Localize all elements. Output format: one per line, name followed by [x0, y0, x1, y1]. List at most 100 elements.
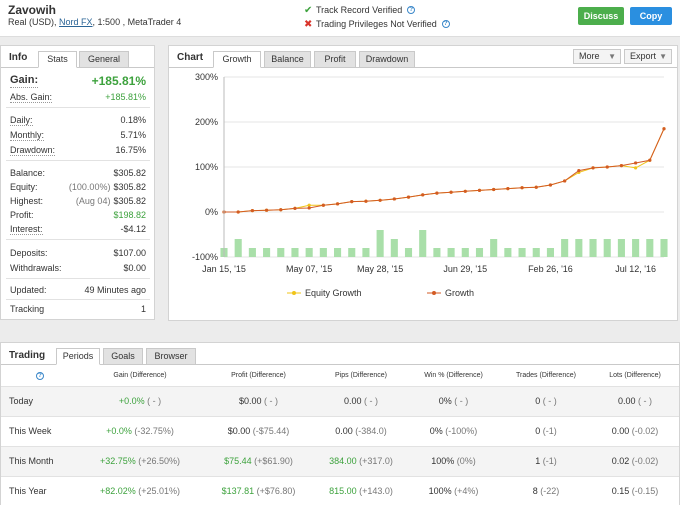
- cell-difference: (+$61.90): [254, 456, 293, 466]
- legend-label: Equity Growth: [305, 288, 362, 298]
- daily-label: Daily:: [10, 115, 33, 126]
- updated-value: 49 Minutes ago: [84, 285, 146, 295]
- table-cell: 1 (-1): [501, 446, 591, 477]
- help-icon[interactable]: ?: [441, 20, 450, 28]
- tab-stats[interactable]: Stats: [38, 51, 77, 68]
- monthly-bar: [404, 248, 413, 257]
- highest-label: Highest:: [10, 196, 44, 206]
- trading-panel: Trading Periods Goals Browser ? Gain (Di…: [0, 342, 680, 505]
- cell-value: 0%: [429, 426, 443, 436]
- cell-value: +32.75%: [99, 456, 136, 466]
- cell-value: 0.00: [611, 426, 630, 436]
- help-icon[interactable]: ?: [36, 371, 44, 380]
- cell-difference: (-0.02): [631, 456, 659, 466]
- cell-difference: (-$75.44): [252, 426, 290, 436]
- growth-point: [335, 202, 340, 206]
- copy-button[interactable]: Copy: [630, 7, 672, 25]
- monthly-bar: [546, 248, 554, 257]
- monthly-bar: [234, 239, 242, 257]
- monthly-bar: [475, 248, 484, 257]
- table-cell: 815.00 (+143.0): [316, 476, 406, 505]
- growth-point: [548, 183, 553, 187]
- broker-link[interactable]: Nord FX: [59, 17, 93, 27]
- tab-browser[interactable]: Browser: [146, 348, 196, 365]
- growth-point: [350, 200, 354, 204]
- tab-drawdown[interactable]: Drawdown: [359, 51, 415, 68]
- monthly-bar: [348, 248, 356, 257]
- profit-label: Profit:: [10, 210, 34, 220]
- monthly-bar: [617, 239, 625, 257]
- growth-point: [591, 166, 595, 170]
- growth-point: [506, 187, 510, 191]
- chevron-down-icon: ▼: [659, 52, 667, 61]
- cell-difference: (-32.75%): [134, 426, 174, 436]
- tab-general[interactable]: General: [79, 51, 129, 68]
- col-gain: Gain (Difference): [79, 366, 201, 387]
- table-row: This Week +0.0% (-32.75%) $0.00 (-$75.44) 0…: [1, 416, 679, 447]
- chart-axes: 300% 200% 100% 0% -100% Jan 15, '15 May 07, '1…: [192, 72, 656, 274]
- table-cell: 0.15 (-0.15): [591, 476, 679, 505]
- equity-growth-point: [634, 166, 638, 170]
- divider: [6, 239, 150, 240]
- tab-profit[interactable]: Profit: [314, 51, 356, 68]
- tab-goals[interactable]: Goals: [103, 348, 143, 365]
- tab-growth[interactable]: Growth: [213, 51, 261, 68]
- cell-difference: (-0.02): [631, 426, 659, 436]
- table-cell: 8 (-22): [501, 476, 591, 505]
- tab-balance[interactable]: Balance: [264, 51, 311, 68]
- monthly-bar: [305, 248, 313, 257]
- discuss-button[interactable]: Discuss: [578, 7, 624, 25]
- table-cell: 0.00 ( - ): [591, 386, 679, 417]
- table-cell: +82.02% (+25.01%): [79, 476, 201, 505]
- drawdown-value: 16.75%: [115, 145, 146, 155]
- tab-periods[interactable]: Periods: [56, 348, 100, 365]
- export-dropdown[interactable]: Export ▼: [624, 49, 672, 64]
- monthly-bar: [603, 239, 611, 257]
- cell-difference: ( - ): [147, 396, 162, 406]
- cross-icon: ✖: [304, 18, 313, 30]
- growth-point: [477, 188, 482, 192]
- chart-panel-header: Chart Growth Balance Profit Drawdown Mor…: [169, 46, 677, 68]
- x-tick-label: Feb 26, '16: [528, 264, 573, 274]
- divider: [6, 299, 150, 300]
- growth-point: [293, 206, 297, 210]
- monthly-bar: [248, 248, 256, 257]
- row-label: Today: [1, 386, 79, 417]
- trading-privileges-label: Trading Privileges Not Verified: [316, 19, 437, 29]
- growth-point: [648, 158, 652, 162]
- monthly-bar: [362, 248, 370, 257]
- cell-difference: (-1): [542, 456, 557, 466]
- balance-value: $305.82: [113, 168, 146, 178]
- cell-value: 0.15: [611, 486, 630, 496]
- y-tick-label: 0%: [205, 207, 218, 217]
- table-cell: $0.00 (-$75.44): [201, 416, 316, 447]
- cell-difference: (+4%): [454, 486, 479, 496]
- cell-difference: ( - ): [364, 396, 379, 406]
- tracking-row: Tracking 1: [10, 304, 146, 314]
- legend-marker: [292, 291, 296, 295]
- y-tick-label: 300%: [195, 72, 218, 82]
- x-tick-label: Jan 15, '15: [202, 264, 246, 274]
- more-dropdown[interactable]: More ▼: [573, 49, 621, 64]
- table-cell: +0.0% (-32.75%): [79, 416, 201, 447]
- growth-point: [250, 209, 254, 213]
- cell-difference: (-384.0): [355, 426, 387, 436]
- monthly-bar: [632, 239, 640, 257]
- growth-point: [520, 186, 524, 190]
- info-title: Info: [9, 52, 28, 63]
- monthly-bar: [334, 248, 342, 257]
- table-row: Today +0.0% ( - ) $0.00 ( - ) 0.00 ( - ) 0% …: [1, 386, 679, 417]
- chart-legend[interactable]: Equity Growth Growth: [287, 288, 474, 298]
- growth-point: [392, 197, 396, 201]
- cell-difference: (-1): [542, 426, 557, 436]
- table-cell: +32.75% (+26.50%): [79, 446, 201, 477]
- track-record-status: ✔ Track Record Verified ?: [304, 3, 450, 17]
- deposits-row: Deposits: $107.00: [10, 248, 146, 258]
- equity-percent: (100.00%): [68, 182, 111, 192]
- monthly-bar: [504, 248, 512, 257]
- daily-row: Daily: 0.18%: [10, 115, 146, 126]
- table-cell: 0% ( - ): [406, 386, 501, 417]
- cell-value: $137.81: [221, 486, 255, 496]
- cell-value: 100%: [431, 456, 455, 466]
- help-icon[interactable]: ?: [407, 6, 416, 14]
